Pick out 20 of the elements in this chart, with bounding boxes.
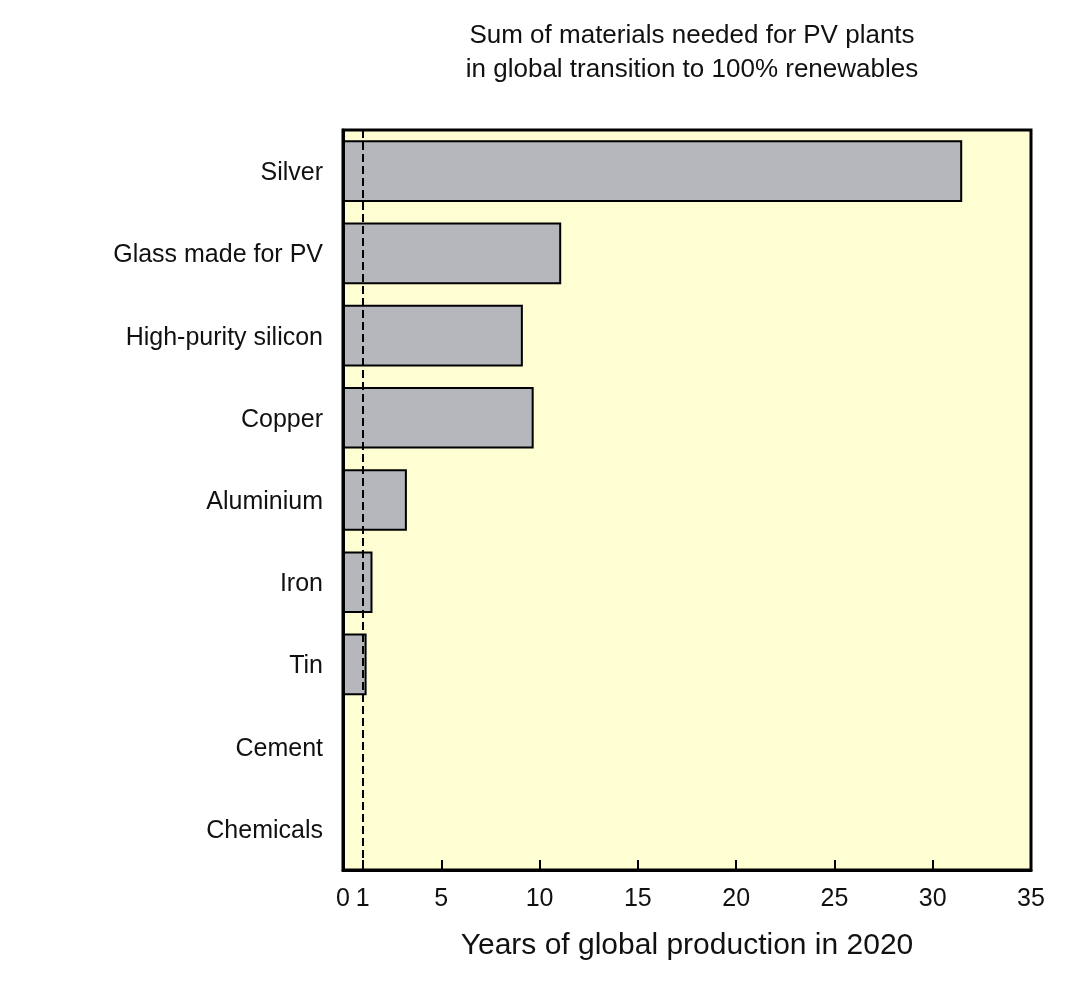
y-tick-label: High-purity silicon xyxy=(125,321,323,350)
x-tick-label: 25 xyxy=(820,882,849,911)
x-tick-label: 20 xyxy=(722,882,751,911)
y-tick-label: Silver xyxy=(260,157,323,186)
x-tick-label: 35 xyxy=(1017,882,1045,911)
y-tick-label: Chemicals xyxy=(206,814,323,843)
y-tick-label: Aluminium xyxy=(206,486,323,514)
x-tick-label: 10 xyxy=(525,882,554,911)
x-tick-label: 30 xyxy=(918,882,947,911)
x-tick-label: 15 xyxy=(623,882,652,911)
x-tick-label: 5 xyxy=(434,882,449,911)
y-tick-label: Glass made for PV xyxy=(113,239,324,268)
y-tick-label: Cement xyxy=(235,732,324,761)
y-tick-label: Copper xyxy=(241,403,323,432)
y-tick-label: Iron xyxy=(279,568,323,597)
chart-title: Sum of materials needed for PV plants in global transition to 100% renewables xyxy=(465,19,919,83)
x-tick-label: 1 xyxy=(355,882,370,911)
x-tick-label: 0 xyxy=(336,882,350,911)
y-tick-label: Tin xyxy=(289,650,323,679)
x-axis-title: Years of global production in 2020 xyxy=(460,926,914,960)
